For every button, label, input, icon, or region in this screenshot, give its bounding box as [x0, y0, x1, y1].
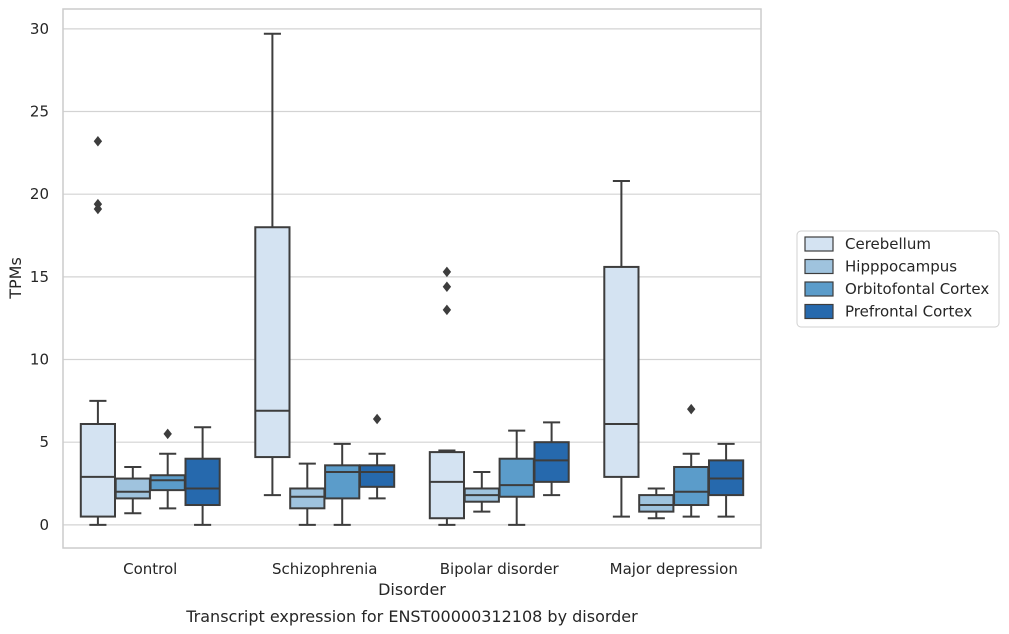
- x-axis-ticks: Control Schizophrenia Bipolar disorder Majo…: [123, 560, 738, 578]
- box-plot-series: [79, 32, 745, 526]
- y-tick-label: 10: [30, 351, 49, 369]
- y-tick-label: 5: [39, 433, 49, 451]
- y-tick-label: 25: [30, 103, 49, 121]
- box-iqr: [358, 464, 396, 488]
- box-iqr: [324, 464, 361, 500]
- outlier-point: [93, 203, 103, 215]
- legend-label: Prefrontal Cortex: [845, 303, 972, 321]
- x-tick-label: Control: [123, 560, 177, 578]
- box-hipppocampus: [114, 465, 151, 515]
- outlier-point: [163, 428, 172, 440]
- legend-swatch: [804, 303, 834, 320]
- box-hipppocampus: [463, 470, 500, 513]
- outlier-point: [93, 136, 103, 147]
- box-cerebellum: [428, 266, 466, 526]
- legend: Cerebellum Hipppocampus Orbitofontal Corte…: [796, 230, 1000, 328]
- box-hipppocampus: [638, 487, 675, 520]
- legend-label: Cerebellum: [845, 235, 931, 253]
- box-prefrontal-cortex: [707, 442, 745, 518]
- box-iqr: [428, 451, 466, 520]
- box-hipppocampus: [289, 462, 326, 526]
- outlier-point: [442, 304, 452, 316]
- box-orbitofontal-cortex: [149, 428, 186, 510]
- x-axis-label: Disorder: [378, 580, 446, 599]
- box-iqr: [533, 441, 570, 483]
- legend-label: Orbitofontal Cortex: [845, 280, 989, 298]
- box-orbitofontal-cortex: [498, 429, 535, 526]
- box-iqr: [114, 477, 151, 500]
- box-cerebellum: [254, 32, 291, 497]
- legend-swatch: [804, 281, 834, 297]
- box-orbitofontal-cortex: [673, 403, 710, 518]
- box-orbitofontal-cortex: [324, 442, 361, 526]
- y-tick-label: 0: [39, 516, 49, 534]
- box-prefrontal-cortex: [184, 426, 221, 526]
- legend-frame: [796, 230, 1000, 328]
- chart-caption: Transcript expression for ENST0000031210…: [185, 607, 638, 626]
- box-cerebellum: [603, 179, 640, 518]
- y-tick-label: 15: [30, 268, 49, 286]
- x-tick-label: Major depression: [610, 560, 738, 578]
- box-iqr: [498, 457, 535, 498]
- y-tick-label: 20: [30, 185, 49, 203]
- grid-lines: [63, 28, 761, 526]
- outlier-point: [442, 281, 452, 293]
- box-iqr: [289, 487, 326, 510]
- box-cerebellum: [79, 136, 117, 526]
- y-axis-label: TPMs: [6, 257, 25, 300]
- x-tick-label: Bipolar disorder: [440, 560, 560, 578]
- outlier-point: [687, 403, 696, 415]
- x-tick-label: Schizophrenia: [272, 560, 377, 578]
- outlier-point: [372, 413, 382, 425]
- plot-frame: [62, 8, 762, 549]
- y-tick-label: 30: [30, 20, 49, 38]
- box-iqr: [673, 465, 710, 507]
- box-iqr: [638, 494, 675, 513]
- box-prefrontal-cortex: [533, 421, 570, 497]
- legend-label: Hipppocampus: [845, 258, 957, 276]
- box-prefrontal-cortex: [358, 413, 396, 500]
- box-iqr: [184, 457, 221, 507]
- y-axis-ticks: 0 5 10 15 20 25 30: [30, 20, 49, 534]
- box-iqr: [79, 422, 117, 518]
- legend-swatch: [804, 258, 834, 275]
- legend-swatch: [804, 236, 834, 252]
- box-iqr: [254, 226, 291, 459]
- box-iqr: [149, 474, 186, 492]
- outlier-point: [442, 266, 452, 278]
- box-iqr: [603, 265, 640, 478]
